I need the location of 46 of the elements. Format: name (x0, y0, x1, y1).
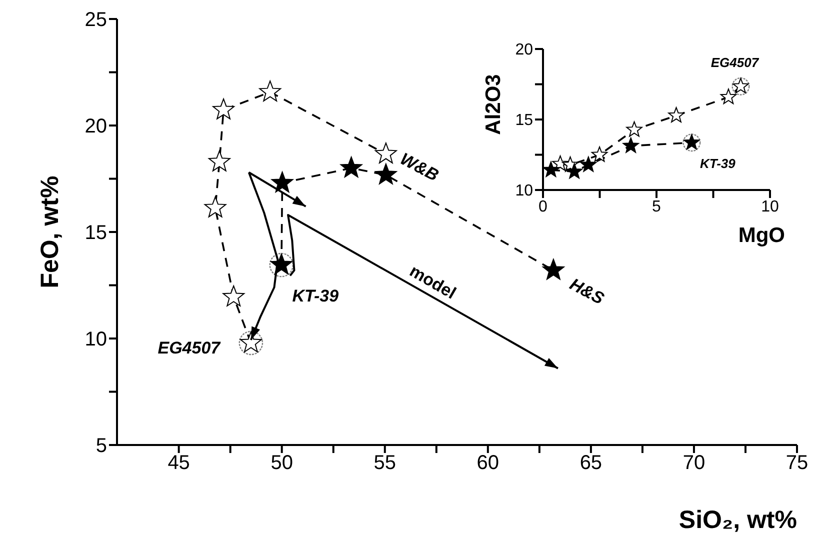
point (591, 146, 608, 162)
annotation: EG4507 (710, 54, 760, 70)
y-tick-label: 15 (84, 222, 107, 244)
point (374, 163, 397, 184)
annotation: EG4507 (158, 338, 222, 358)
point (566, 163, 582, 179)
point (720, 88, 737, 104)
annotation: KT-39 (292, 286, 340, 306)
y-tick-label: 15 (515, 112, 534, 130)
y-axis-title: Al2O3 (482, 74, 505, 135)
annotation: KT-39 (700, 156, 736, 172)
y-tick-label: 10 (515, 182, 534, 200)
y-tick-label: 20 (84, 116, 107, 138)
text: H&S (566, 274, 608, 309)
point (204, 196, 226, 218)
point (374, 142, 397, 164)
x-tick-label: 55 (374, 452, 396, 474)
point (543, 161, 560, 177)
point (340, 156, 362, 178)
x-tick-label: 75 (786, 452, 808, 474)
point (622, 137, 639, 153)
y-tick-label: 10 (84, 328, 107, 351)
x-axis-title: MgO (738, 224, 785, 247)
y-axis-title: FeO, wt% (36, 176, 64, 288)
x-tick-label: 60 (476, 452, 500, 474)
point (580, 156, 597, 172)
y-tick-label: 5 (96, 435, 107, 458)
y-tick-label: 25 (84, 9, 107, 32)
x-tick-label: 5 (652, 198, 662, 216)
x-tick-label: 0 (538, 198, 548, 216)
x-tick-label: 10 (761, 198, 779, 216)
point (668, 107, 684, 123)
x-tick-label: 50 (270, 452, 293, 474)
point (212, 98, 234, 120)
text: W&B (397, 149, 442, 186)
point (626, 121, 642, 137)
point (208, 150, 230, 172)
point (259, 80, 282, 102)
y-tick-label: 20 (515, 42, 534, 59)
x-tick-label: 45 (168, 452, 190, 474)
x-axis-title: SiO₂, wt% (678, 506, 797, 534)
point (222, 285, 245, 306)
point (271, 172, 294, 192)
x-tick-label: 65 (580, 452, 602, 474)
point (542, 258, 564, 280)
x-tick-label: 70 (682, 452, 706, 474)
